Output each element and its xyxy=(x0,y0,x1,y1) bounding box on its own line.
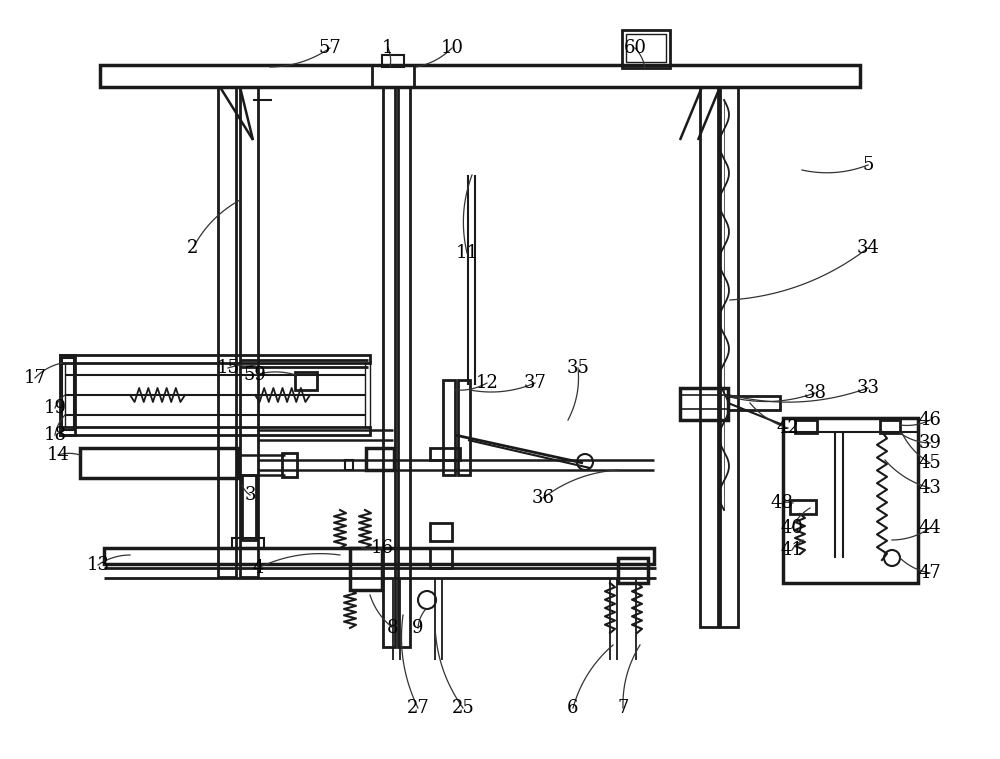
Text: 15: 15 xyxy=(217,359,239,377)
Text: 16: 16 xyxy=(370,539,394,557)
Text: 33: 33 xyxy=(856,379,880,397)
Text: 17: 17 xyxy=(24,369,46,387)
Bar xyxy=(430,548,452,568)
Text: 9: 9 xyxy=(412,619,424,637)
Text: 6: 6 xyxy=(567,699,579,717)
Text: 1: 1 xyxy=(382,39,394,57)
Bar xyxy=(783,418,918,432)
Bar xyxy=(365,363,370,427)
Text: 5: 5 xyxy=(862,156,874,174)
Text: 35: 35 xyxy=(567,359,589,377)
Bar xyxy=(60,355,75,435)
Bar xyxy=(383,87,395,647)
Text: 10: 10 xyxy=(440,39,464,57)
Bar xyxy=(60,363,65,427)
Bar xyxy=(700,87,718,627)
Text: 18: 18 xyxy=(44,426,66,444)
Text: 11: 11 xyxy=(456,244,479,262)
Text: 40: 40 xyxy=(781,519,803,537)
Bar xyxy=(295,372,317,390)
Text: 34: 34 xyxy=(857,239,879,257)
Bar xyxy=(60,355,370,363)
Bar xyxy=(680,388,728,420)
Bar xyxy=(430,523,452,541)
Text: 48: 48 xyxy=(771,494,793,512)
Bar xyxy=(100,65,860,87)
Text: 7: 7 xyxy=(617,699,629,717)
Bar xyxy=(218,87,236,577)
Bar xyxy=(622,30,670,68)
Text: 57: 57 xyxy=(319,39,341,57)
Bar xyxy=(430,448,460,460)
Bar xyxy=(232,538,264,548)
Bar xyxy=(618,558,648,583)
Bar xyxy=(366,448,394,470)
Bar xyxy=(372,65,414,87)
Text: 4: 4 xyxy=(252,559,264,577)
Bar xyxy=(728,396,780,410)
Text: 39: 39 xyxy=(918,434,942,452)
Bar xyxy=(795,420,817,433)
Bar xyxy=(345,460,353,470)
Text: 19: 19 xyxy=(44,399,66,417)
Bar xyxy=(104,548,654,564)
Bar xyxy=(790,500,816,514)
Bar xyxy=(626,34,666,62)
Bar xyxy=(62,358,74,430)
Text: 13: 13 xyxy=(87,556,110,574)
Text: 60: 60 xyxy=(624,39,646,57)
Text: 25: 25 xyxy=(452,699,474,717)
Text: 3: 3 xyxy=(244,486,256,504)
Text: 46: 46 xyxy=(919,411,941,429)
Bar xyxy=(382,55,404,67)
Text: 8: 8 xyxy=(387,619,399,637)
Bar xyxy=(282,453,297,477)
Bar xyxy=(240,87,258,577)
Text: 41: 41 xyxy=(781,541,803,559)
Text: 12: 12 xyxy=(476,374,498,392)
Text: 42: 42 xyxy=(777,419,799,437)
Bar xyxy=(80,448,238,478)
Bar xyxy=(242,475,256,540)
Text: 37: 37 xyxy=(524,374,546,392)
Text: 45: 45 xyxy=(919,454,941,472)
Bar xyxy=(458,380,470,475)
Text: 14: 14 xyxy=(47,446,69,464)
Text: 47: 47 xyxy=(919,564,941,582)
Text: 44: 44 xyxy=(919,519,941,537)
Text: 43: 43 xyxy=(919,479,941,497)
Bar xyxy=(783,418,918,583)
Bar xyxy=(60,427,370,435)
Bar xyxy=(350,548,382,590)
Bar xyxy=(880,420,900,433)
Text: 36: 36 xyxy=(532,489,554,507)
Text: 59: 59 xyxy=(244,366,266,384)
Bar xyxy=(680,395,728,409)
Text: 38: 38 xyxy=(804,384,826,402)
Text: 2: 2 xyxy=(187,239,199,257)
Bar xyxy=(720,87,738,627)
Bar xyxy=(398,87,410,647)
Bar xyxy=(443,380,455,475)
Text: 27: 27 xyxy=(407,699,429,717)
